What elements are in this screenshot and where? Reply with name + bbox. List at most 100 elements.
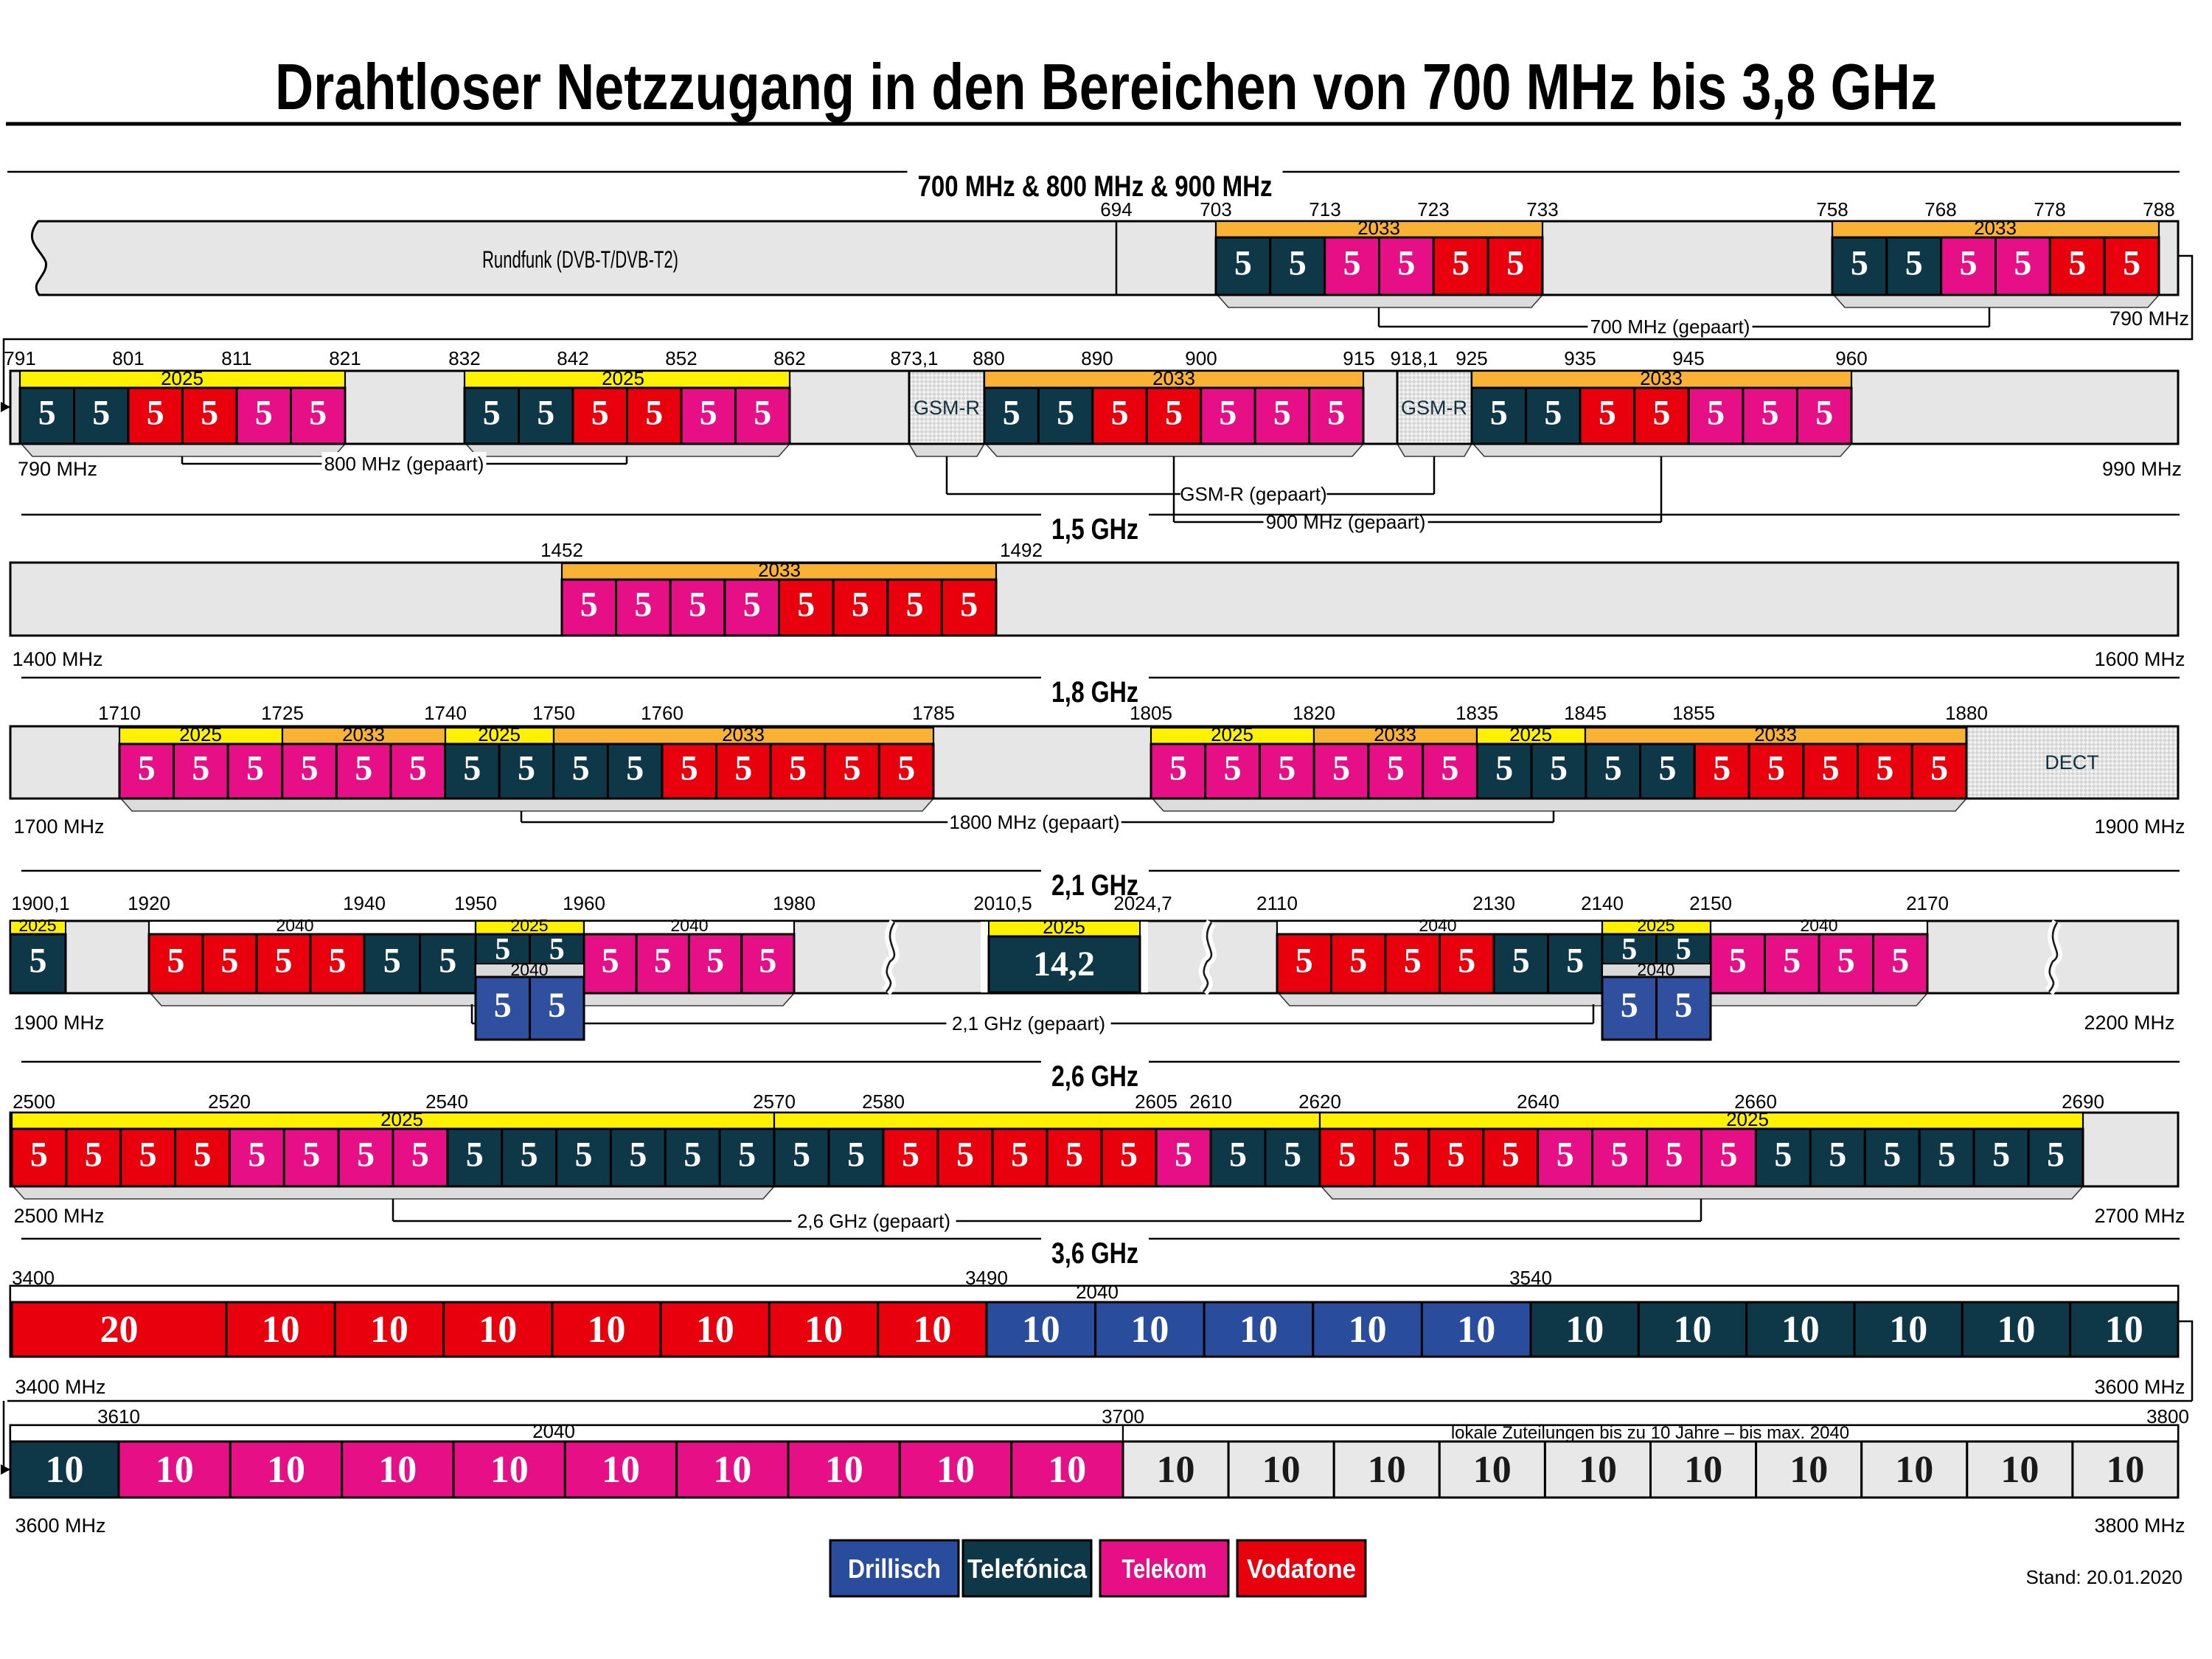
svg-text:5: 5 bbox=[1506, 244, 1524, 283]
svg-text:5: 5 bbox=[700, 394, 717, 433]
svg-text:2660: 2660 bbox=[1734, 1091, 1777, 1113]
svg-text:733: 733 bbox=[1526, 198, 1558, 220]
svg-text:10: 10 bbox=[1997, 1309, 2036, 1351]
svg-text:5: 5 bbox=[548, 986, 566, 1025]
svg-text:5: 5 bbox=[494, 986, 512, 1025]
svg-text:10: 10 bbox=[1048, 1449, 1086, 1491]
svg-text:5: 5 bbox=[1397, 244, 1415, 283]
svg-text:5: 5 bbox=[797, 585, 815, 625]
svg-text:2570: 2570 bbox=[753, 1091, 796, 1113]
svg-text:10: 10 bbox=[1349, 1309, 1387, 1351]
svg-text:890: 890 bbox=[1081, 347, 1113, 369]
svg-text:5: 5 bbox=[956, 1135, 974, 1175]
svg-text:5: 5 bbox=[139, 1135, 157, 1175]
svg-text:Vodafone: Vodafone bbox=[1247, 1554, 1356, 1584]
svg-text:5: 5 bbox=[1992, 1135, 2010, 1175]
svg-text:2040: 2040 bbox=[1076, 1281, 1119, 1303]
svg-text:2,1 GHz: 2,1 GHz bbox=[1051, 869, 1138, 902]
svg-text:790 MHz: 790 MHz bbox=[18, 458, 97, 480]
svg-text:10: 10 bbox=[1457, 1309, 1495, 1351]
svg-text:5: 5 bbox=[1175, 1135, 1192, 1175]
svg-text:10: 10 bbox=[1790, 1449, 1828, 1491]
svg-text:10: 10 bbox=[602, 1449, 640, 1491]
svg-text:5: 5 bbox=[1278, 749, 1295, 788]
svg-text:5: 5 bbox=[355, 749, 372, 788]
svg-text:5: 5 bbox=[897, 749, 915, 788]
svg-text:10: 10 bbox=[2000, 1449, 2039, 1491]
svg-text:5: 5 bbox=[1720, 1135, 1738, 1175]
svg-text:5: 5 bbox=[1003, 394, 1020, 433]
svg-text:5: 5 bbox=[706, 942, 724, 981]
svg-text:2520: 2520 bbox=[208, 1091, 251, 1113]
svg-text:2690: 2690 bbox=[2062, 1091, 2104, 1113]
svg-text:703: 703 bbox=[1200, 198, 1231, 220]
svg-text:5: 5 bbox=[580, 585, 598, 625]
svg-text:Drillisch: Drillisch bbox=[848, 1554, 941, 1584]
svg-text:1940: 1940 bbox=[343, 892, 386, 914]
svg-text:5: 5 bbox=[201, 394, 218, 433]
svg-text:5: 5 bbox=[844, 749, 861, 788]
svg-text:2025: 2025 bbox=[510, 916, 548, 935]
svg-text:5: 5 bbox=[689, 585, 706, 625]
svg-text:5: 5 bbox=[591, 394, 609, 433]
svg-text:5: 5 bbox=[1653, 394, 1671, 433]
svg-text:10: 10 bbox=[1239, 1309, 1278, 1351]
svg-text:915: 915 bbox=[1343, 347, 1374, 369]
svg-text:5: 5 bbox=[30, 1135, 48, 1175]
svg-text:10: 10 bbox=[1895, 1449, 1933, 1491]
svg-text:2040: 2040 bbox=[532, 1420, 575, 1442]
svg-text:2025: 2025 bbox=[179, 723, 222, 745]
svg-text:5: 5 bbox=[1783, 942, 1801, 981]
svg-text:10: 10 bbox=[1262, 1449, 1301, 1491]
svg-text:GSM-R (gepaart): GSM-R (gepaart) bbox=[1180, 483, 1326, 505]
svg-text:Telefónica: Telefónica bbox=[967, 1554, 1088, 1584]
svg-text:5: 5 bbox=[518, 749, 535, 788]
svg-text:2025: 2025 bbox=[602, 367, 644, 389]
svg-text:5: 5 bbox=[275, 942, 293, 981]
svg-text:Drahtloser Netzzugang in den B: Drahtloser Netzzugang in den Bereichen v… bbox=[275, 50, 1937, 123]
svg-text:5: 5 bbox=[1550, 749, 1568, 788]
svg-text:10: 10 bbox=[1473, 1449, 1512, 1491]
svg-text:5: 5 bbox=[575, 1135, 593, 1175]
svg-text:5: 5 bbox=[221, 942, 239, 981]
svg-text:3800: 3800 bbox=[2146, 1405, 2189, 1427]
svg-text:5: 5 bbox=[1767, 749, 1785, 788]
svg-text:5: 5 bbox=[1676, 933, 1691, 967]
svg-text:5: 5 bbox=[85, 1135, 102, 1175]
svg-text:5: 5 bbox=[192, 749, 209, 788]
svg-text:5: 5 bbox=[483, 394, 501, 433]
svg-text:1785: 1785 bbox=[912, 702, 955, 724]
svg-text:5: 5 bbox=[246, 749, 264, 788]
svg-text:5: 5 bbox=[847, 1135, 865, 1175]
svg-text:1740: 1740 bbox=[424, 702, 467, 724]
svg-text:5: 5 bbox=[1621, 933, 1637, 967]
svg-text:5: 5 bbox=[681, 749, 698, 788]
svg-text:5: 5 bbox=[1599, 394, 1616, 433]
svg-text:5: 5 bbox=[167, 942, 185, 981]
svg-text:1920: 1920 bbox=[128, 892, 170, 914]
svg-text:5: 5 bbox=[309, 394, 327, 433]
svg-text:700 MHz (gepaart): 700 MHz (gepaart) bbox=[1590, 316, 1750, 338]
svg-text:5: 5 bbox=[1604, 749, 1622, 788]
svg-text:2605: 2605 bbox=[1135, 1091, 1178, 1113]
svg-text:DECT: DECT bbox=[2045, 751, 2099, 773]
svg-text:3800 MHz: 3800 MHz bbox=[2094, 1514, 2185, 1537]
svg-text:700 MHz & 800 MHz & 900 MHz: 700 MHz & 800 MHz & 900 MHz bbox=[918, 170, 1273, 203]
svg-text:10: 10 bbox=[267, 1449, 305, 1491]
svg-text:945: 945 bbox=[1672, 347, 1704, 369]
svg-text:5: 5 bbox=[255, 394, 273, 433]
svg-text:2040: 2040 bbox=[1800, 916, 1837, 935]
svg-text:1452: 1452 bbox=[540, 539, 583, 561]
svg-text:3600 MHz: 3600 MHz bbox=[2094, 1376, 2185, 1398]
svg-text:1492: 1492 bbox=[1000, 539, 1043, 561]
svg-text:10: 10 bbox=[1157, 1449, 1195, 1491]
svg-text:10: 10 bbox=[2106, 1449, 2144, 1491]
svg-text:2500 MHz: 2500 MHz bbox=[13, 1205, 104, 1227]
svg-text:2040: 2040 bbox=[670, 916, 708, 935]
svg-text:2025: 2025 bbox=[1637, 916, 1674, 935]
svg-text:5: 5 bbox=[960, 585, 978, 625]
svg-text:5: 5 bbox=[1441, 749, 1459, 788]
svg-text:2540: 2540 bbox=[425, 1091, 468, 1113]
svg-text:1845: 1845 bbox=[1564, 702, 1607, 724]
svg-text:5: 5 bbox=[1876, 749, 1893, 788]
